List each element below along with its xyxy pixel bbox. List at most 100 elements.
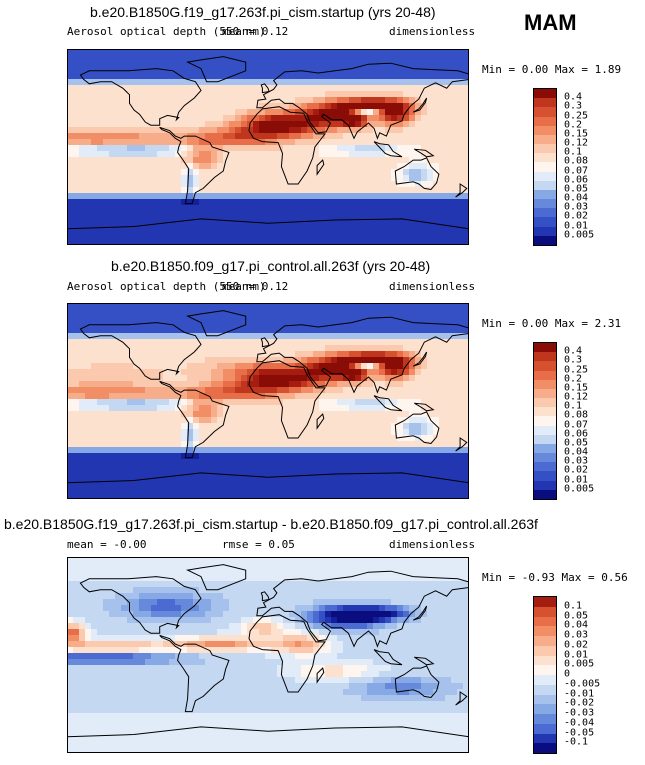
field-cell bbox=[199, 411, 206, 418]
field-cell bbox=[157, 387, 164, 394]
field-cell bbox=[151, 411, 158, 418]
field-cell bbox=[445, 181, 452, 188]
field-cell bbox=[247, 217, 254, 224]
field-cell bbox=[181, 327, 188, 334]
field-cell bbox=[379, 381, 386, 388]
field-cell bbox=[271, 169, 278, 176]
field-cell bbox=[385, 569, 392, 576]
field-cell bbox=[157, 459, 164, 466]
field-cell bbox=[73, 181, 80, 188]
field-cell bbox=[175, 387, 182, 394]
field-cell bbox=[139, 55, 146, 62]
coastline bbox=[455, 437, 468, 452]
field-cell bbox=[247, 363, 254, 370]
field-cell bbox=[457, 489, 464, 496]
field-cell bbox=[319, 175, 326, 182]
field-cell bbox=[253, 581, 260, 588]
field-cell bbox=[163, 411, 170, 418]
field-cell bbox=[91, 489, 98, 496]
field-cell bbox=[349, 181, 356, 188]
field-cell bbox=[403, 587, 410, 594]
field-cell bbox=[109, 217, 116, 224]
field-cell bbox=[331, 193, 338, 200]
field-cell bbox=[133, 405, 140, 412]
field-cell bbox=[337, 97, 344, 104]
field-cell bbox=[73, 381, 80, 388]
field-cell bbox=[283, 495, 290, 499]
field-cell bbox=[211, 205, 218, 212]
field-cell bbox=[235, 351, 242, 358]
field-cell bbox=[253, 199, 260, 206]
colorbar-tick-label: 0.3 bbox=[564, 100, 583, 112]
field-cell bbox=[313, 423, 320, 430]
field-cell bbox=[109, 157, 116, 164]
field-cell bbox=[451, 429, 458, 436]
field-cell bbox=[283, 411, 290, 418]
field-cell bbox=[91, 223, 98, 230]
field-cell bbox=[139, 569, 146, 576]
field-cell bbox=[409, 85, 416, 92]
field-cell bbox=[115, 387, 122, 394]
field-cell bbox=[151, 61, 158, 68]
field-cell bbox=[211, 61, 218, 68]
field-cell bbox=[367, 587, 374, 594]
field-cell bbox=[67, 429, 74, 436]
field-cell bbox=[433, 61, 440, 68]
field-cell bbox=[337, 435, 344, 442]
panel-2-units: dimensionless bbox=[389, 280, 476, 293]
field-cell bbox=[463, 459, 469, 466]
field-cell bbox=[373, 557, 380, 564]
field-cell bbox=[175, 175, 182, 182]
field-cell bbox=[259, 321, 266, 328]
field-cell bbox=[385, 145, 392, 152]
field-cell bbox=[445, 163, 452, 170]
field-cell bbox=[439, 563, 446, 570]
field-cell bbox=[421, 121, 428, 128]
field-cell bbox=[85, 241, 92, 245]
field-cell bbox=[451, 49, 458, 56]
field-cell bbox=[439, 157, 446, 164]
field-cell bbox=[253, 465, 260, 472]
field-cell bbox=[265, 97, 272, 104]
colorbar-tick-label: 0.25 bbox=[564, 110, 589, 122]
field-cell bbox=[319, 405, 326, 412]
field-cell bbox=[247, 145, 254, 152]
field-cell bbox=[157, 109, 164, 116]
field-cell bbox=[193, 593, 200, 600]
field-cell bbox=[229, 229, 236, 236]
colorbar-swatch bbox=[534, 388, 556, 399]
field-cell bbox=[97, 127, 104, 134]
field-cell bbox=[439, 569, 446, 576]
field-cell bbox=[115, 321, 122, 328]
field-cell bbox=[217, 169, 224, 176]
field-cell bbox=[451, 581, 458, 588]
field-cell bbox=[277, 55, 284, 62]
field-cell bbox=[85, 67, 92, 74]
field-cell bbox=[247, 447, 254, 454]
field-cell bbox=[109, 369, 116, 376]
field-cell bbox=[187, 399, 194, 406]
field-cell bbox=[187, 309, 194, 316]
field-cell bbox=[151, 169, 158, 176]
field-cell bbox=[307, 103, 314, 110]
field-cell bbox=[217, 187, 224, 194]
field-cell bbox=[391, 429, 398, 436]
field-cell bbox=[181, 333, 188, 340]
field-cell bbox=[211, 465, 218, 472]
field-cell bbox=[253, 103, 260, 110]
coastline bbox=[256, 62, 469, 140]
field-cell bbox=[313, 351, 320, 358]
field-cell bbox=[247, 79, 254, 86]
field-cell bbox=[451, 357, 458, 364]
field-cell bbox=[115, 103, 122, 110]
field-cell bbox=[133, 97, 140, 104]
field-cell bbox=[313, 453, 320, 460]
field-cell bbox=[103, 441, 110, 448]
field-cell bbox=[343, 241, 350, 245]
field-cell bbox=[103, 181, 110, 188]
field-cell bbox=[175, 569, 182, 576]
field-cell bbox=[169, 133, 176, 140]
field-cell bbox=[313, 417, 320, 424]
field-cell bbox=[259, 447, 266, 454]
field-cell bbox=[97, 477, 104, 484]
